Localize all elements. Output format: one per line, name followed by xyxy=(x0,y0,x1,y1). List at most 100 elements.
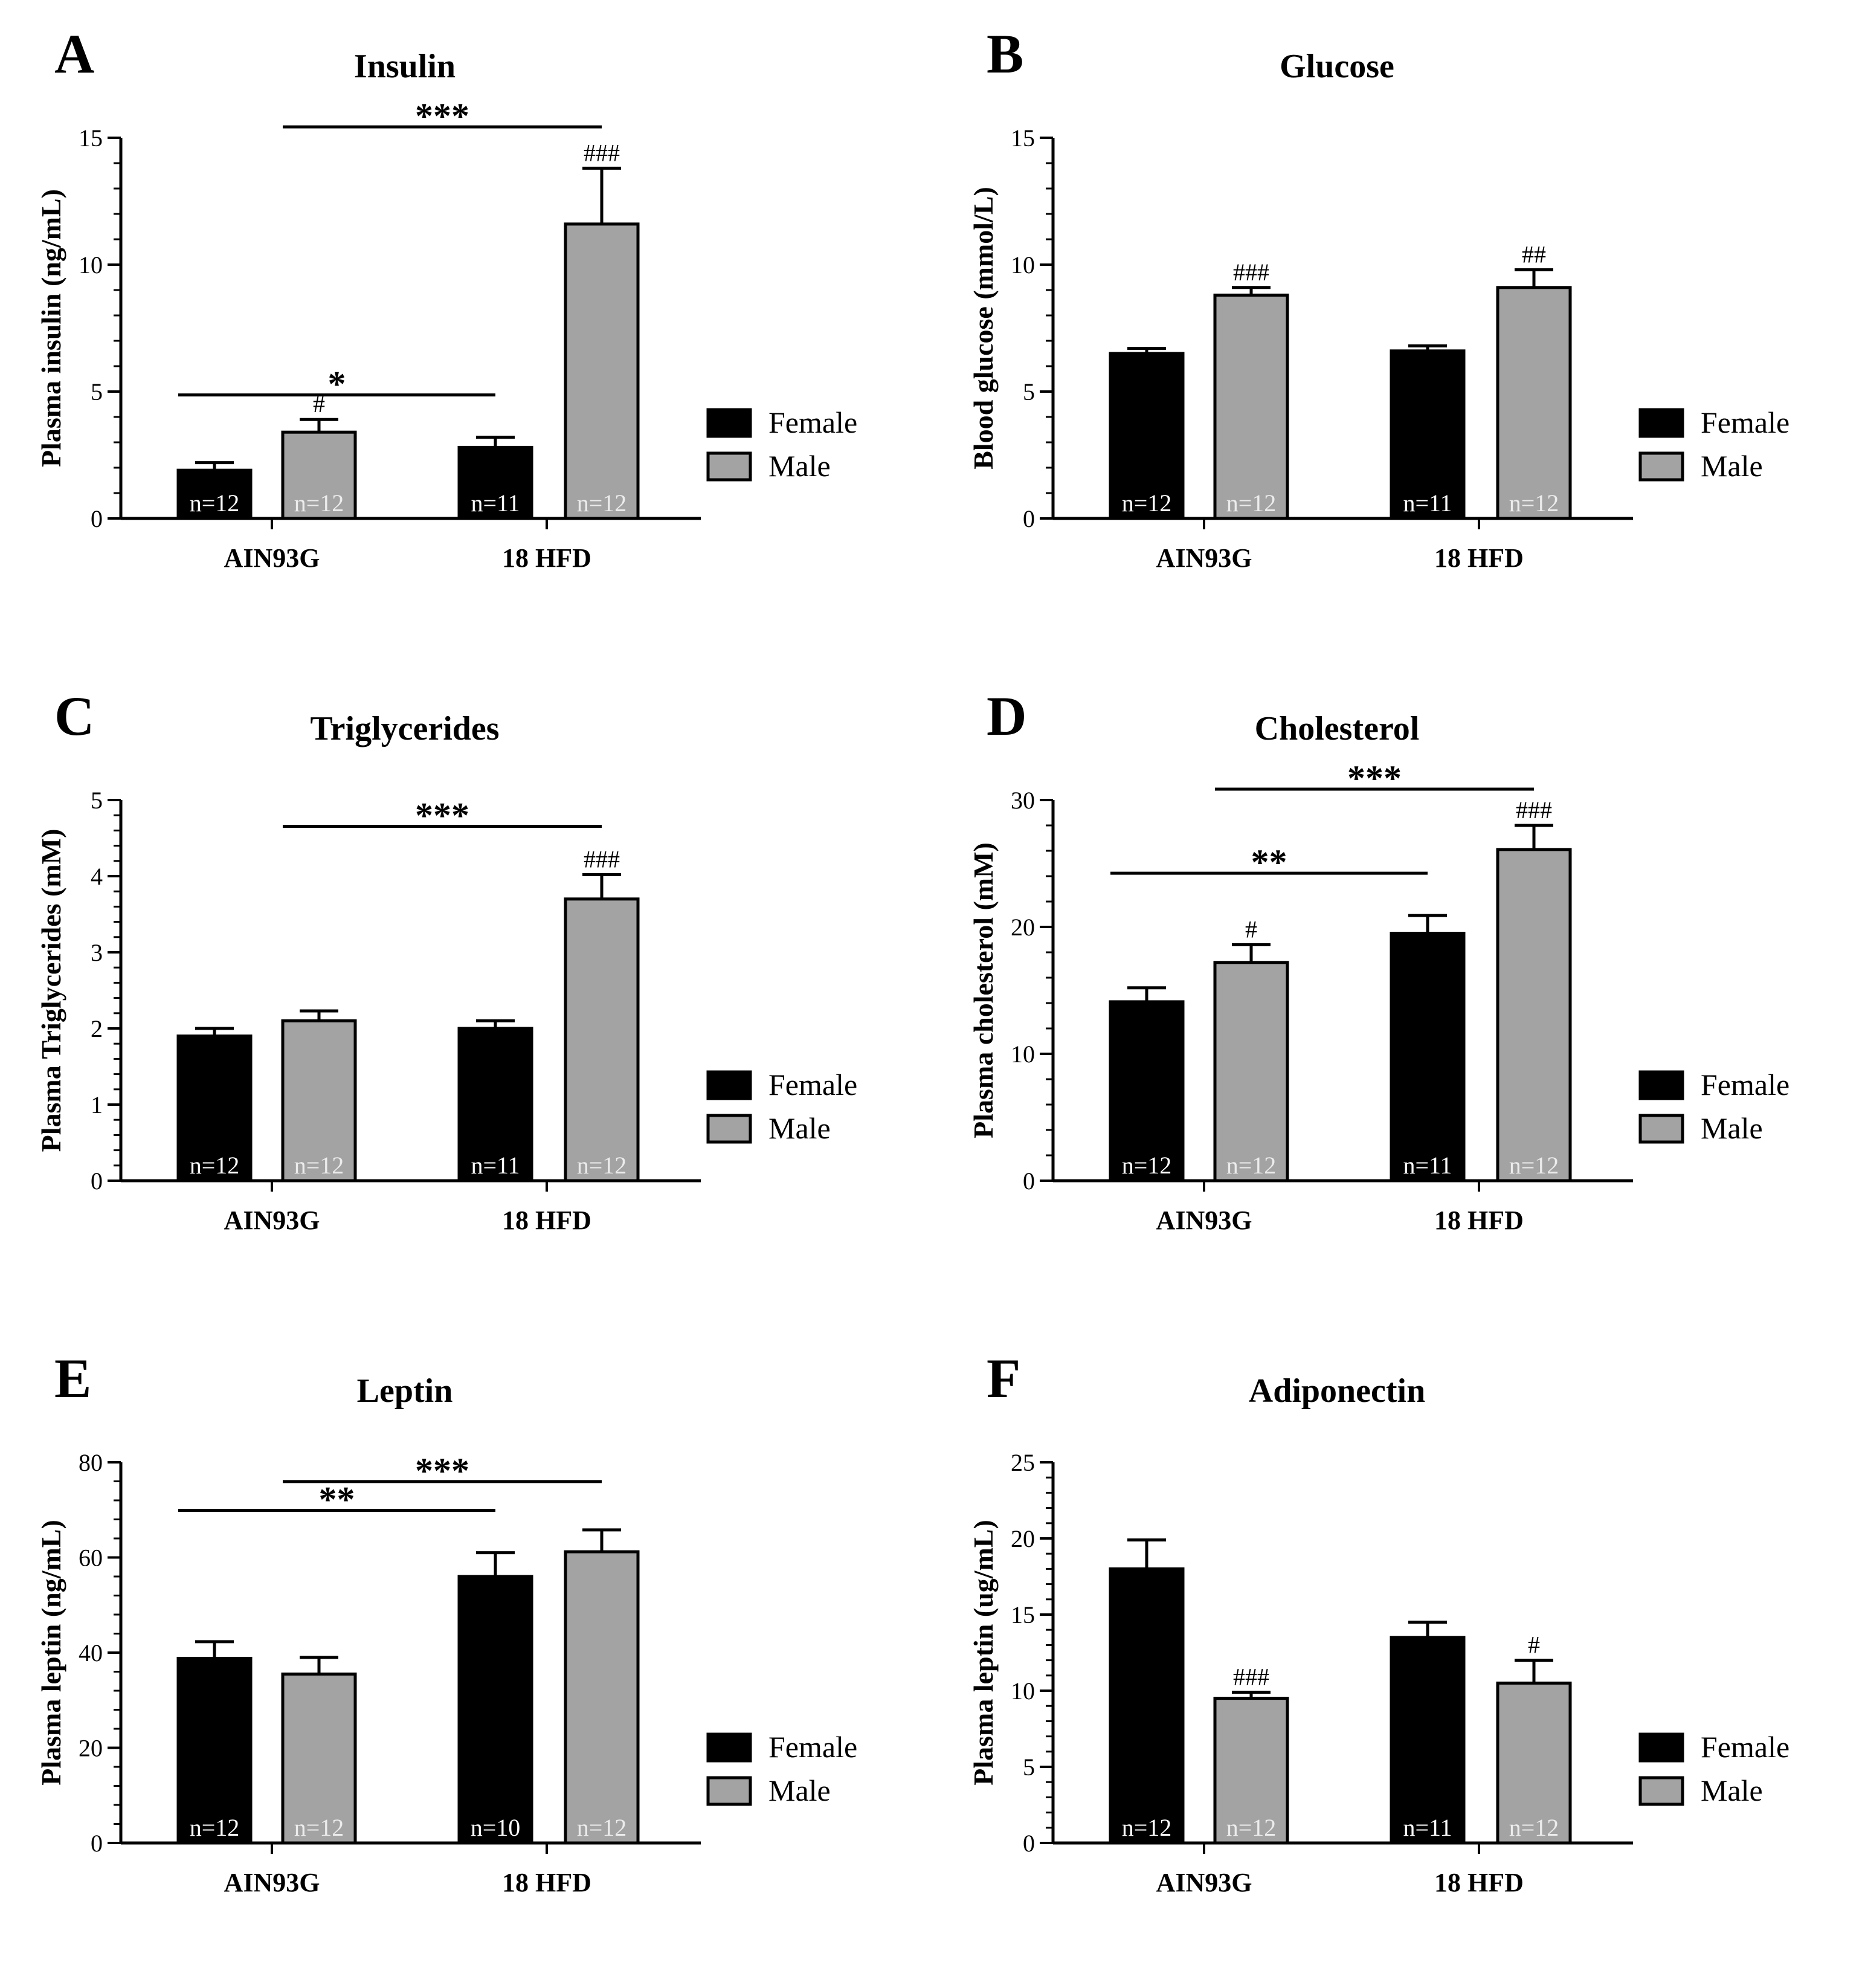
chart-a-significance: *** xyxy=(415,96,469,136)
panel-d: D Cholesterol Plasma cholesterol (mM) 0 10 20… xyxy=(932,662,1864,1325)
chart-c-y-tick-label: 4 xyxy=(91,863,103,890)
chart-c-legend-label-male: Male xyxy=(768,1111,831,1145)
chart-e-title: Leptin xyxy=(357,1372,453,1410)
chart-e-y-tick-label: 40 xyxy=(79,1639,103,1667)
chart-e: E Leptin Plasma leptin (ng/mL) 0 20 40 60 80 AIN… xyxy=(36,1347,857,1897)
chart-c-y-tick-label: 5 xyxy=(91,787,103,814)
chart-f-y-tick-label: 25 xyxy=(1011,1449,1035,1476)
chart-e-legend-label-male: Male xyxy=(768,1773,831,1807)
chart-b-y-tick-label: 0 xyxy=(1023,505,1035,532)
chart-c-y-axis-label: Plasma Triglycerides (mM) xyxy=(36,829,66,1152)
chart-d-n-label: n=12 xyxy=(1509,1152,1559,1179)
chart-b-legend-swatch-female xyxy=(1638,408,1684,438)
chart-e-y-tick-label: 0 xyxy=(91,1830,103,1857)
chart-a-n-label: n=12 xyxy=(190,489,240,517)
chart-b-y-tick-label: 15 xyxy=(1011,124,1035,152)
chart-f-bar-female xyxy=(1109,1567,1185,1845)
chart-c-significance: *** xyxy=(415,795,469,835)
chart-f-n-label: n=12 xyxy=(1509,1814,1559,1841)
chart-a-n-label: n=12 xyxy=(294,489,344,517)
chart-b-bar-male xyxy=(1213,293,1289,520)
chart-d: D Cholesterol Plasma cholesterol (mM) 0 10 20… xyxy=(968,685,1789,1235)
chart-f-hash-mark: # xyxy=(1528,1631,1540,1659)
chart-f-y-tick-label: 5 xyxy=(1023,1754,1035,1781)
chart-e-legend-label-female: Female xyxy=(768,1730,857,1764)
chart-b-x-tick-label: AIN93G xyxy=(1156,543,1252,573)
chart-b-n-label: n=12 xyxy=(1122,489,1172,517)
chart-d-x-tick-label: AIN93G xyxy=(1156,1205,1252,1235)
chart-f-n-label: n=11 xyxy=(1403,1814,1452,1841)
chart-f-y-axis-label: Plasma leptin (ug/mL) xyxy=(968,1520,999,1786)
chart-f-n-label: n=12 xyxy=(1122,1814,1172,1841)
chart-d-legend-swatch-female xyxy=(1638,1070,1684,1100)
chart-c: C Triglycerides Plasma Triglycerides (mM) 0… xyxy=(36,685,857,1235)
chart-e-y-axis-label: Plasma leptin (ng/mL) xyxy=(36,1520,66,1786)
chart-d-legend-label-male: Male xyxy=(1701,1111,1763,1145)
chart-f-y-tick-label: 10 xyxy=(1011,1677,1035,1705)
chart-e-x-tick-label: 18 HFD xyxy=(502,1868,591,1897)
chart-a-legend-swatch-male xyxy=(706,451,752,482)
chart-c-legend-swatch-female xyxy=(706,1070,752,1100)
chart-f-hash-mark: ### xyxy=(1233,1664,1269,1691)
chart-d-n-label: n=12 xyxy=(1226,1152,1277,1179)
chart-e-x-tick-label: AIN93G xyxy=(224,1868,320,1897)
panel-a: A Insulin Plasma insulin (ng/mL) 0 5 10 15 AIN9… xyxy=(0,0,932,662)
chart-c-x-tick-label: 18 HFD xyxy=(502,1205,591,1235)
chart-f-n-label: n=12 xyxy=(1226,1814,1277,1841)
chart-a-y-tick-label: 5 xyxy=(91,378,103,405)
chart-f-bar-male xyxy=(1496,1681,1572,1845)
chart-b-n-label: n=12 xyxy=(1509,489,1559,517)
chart-c-y-tick-label: 0 xyxy=(91,1167,103,1195)
chart-c-hash-mark: ### xyxy=(584,845,620,873)
chart-b-panel-label: B xyxy=(987,23,1023,85)
chart-e-n-label: n=12 xyxy=(577,1814,627,1841)
chart-a-legend-label-male: Male xyxy=(768,449,831,483)
chart-e-significance: *** xyxy=(415,1451,469,1491)
chart-c-legend-label-female: Female xyxy=(768,1068,857,1102)
chart-d-bar-female xyxy=(1109,1000,1185,1183)
chart-c-n-label: n=12 xyxy=(577,1152,627,1179)
chart-f-x-tick-label: AIN93G xyxy=(1156,1868,1252,1897)
chart-e-legend-swatch-female xyxy=(706,1732,752,1763)
chart-f-legend-label-male: Male xyxy=(1701,1773,1763,1807)
chart-d-legend-swatch-male xyxy=(1638,1114,1684,1144)
chart-b-bar-male xyxy=(1496,286,1572,520)
chart-d-y-axis-label: Plasma cholesterol (mM) xyxy=(968,842,999,1138)
chart-a-panel-label: A xyxy=(54,23,94,85)
chart-e-bar-female xyxy=(457,1575,533,1845)
chart-f-y-tick-label: 20 xyxy=(1011,1525,1035,1552)
chart-d-y-tick-label: 10 xyxy=(1011,1041,1035,1068)
panel-c: C Triglycerides Plasma Triglycerides (mM) 0… xyxy=(0,662,932,1325)
chart-e-panel-label: E xyxy=(54,1347,91,1409)
chart-d-x-tick-label: 18 HFD xyxy=(1434,1205,1524,1235)
chart-a-hash-mark: # xyxy=(313,390,325,418)
chart-d-title: Cholesterol xyxy=(1255,710,1420,747)
chart-b-title: Glucose xyxy=(1280,48,1394,85)
chart-c-n-label: n=12 xyxy=(294,1152,344,1179)
chart-a-x-tick-label: AIN93G xyxy=(224,543,320,573)
chart-f-legend-label-female: Female xyxy=(1701,1730,1789,1764)
chart-b-y-tick-label: 10 xyxy=(1011,251,1035,279)
chart-f-legend-swatch-male xyxy=(1638,1776,1684,1806)
chart-c-bar-male xyxy=(281,1019,357,1183)
chart-d-panel-label: D xyxy=(987,685,1026,747)
chart-e-y-tick-label: 60 xyxy=(79,1544,103,1572)
chart-f-x-tick-label: 18 HFD xyxy=(1434,1868,1524,1897)
chart-f-y-tick-label: 0 xyxy=(1023,1830,1035,1857)
chart-b-legend-label-female: Female xyxy=(1701,405,1789,439)
chart-f-legend-swatch-female xyxy=(1638,1732,1684,1763)
chart-d-y-tick-label: 30 xyxy=(1011,787,1035,814)
chart-c-legend-swatch-male xyxy=(706,1114,752,1144)
chart-d-legend-label-female: Female xyxy=(1701,1068,1789,1102)
chart-b-n-label: n=12 xyxy=(1226,489,1277,517)
chart-b-bar-female xyxy=(1109,352,1185,520)
chart-a-y-tick-label: 0 xyxy=(91,505,103,532)
chart-b-y-tick-label: 5 xyxy=(1023,378,1035,405)
chart-d-significance: *** xyxy=(1347,758,1402,798)
chart-c-y-tick-label: 1 xyxy=(91,1091,103,1118)
chart-e-n-label: n=10 xyxy=(471,1814,521,1841)
chart-a-y-tick-label: 15 xyxy=(79,124,103,152)
chart-b-hash-mark: ### xyxy=(1233,259,1269,286)
chart-a-bar-male xyxy=(564,222,640,520)
chart-d-hash-mark: ### xyxy=(1516,796,1552,824)
